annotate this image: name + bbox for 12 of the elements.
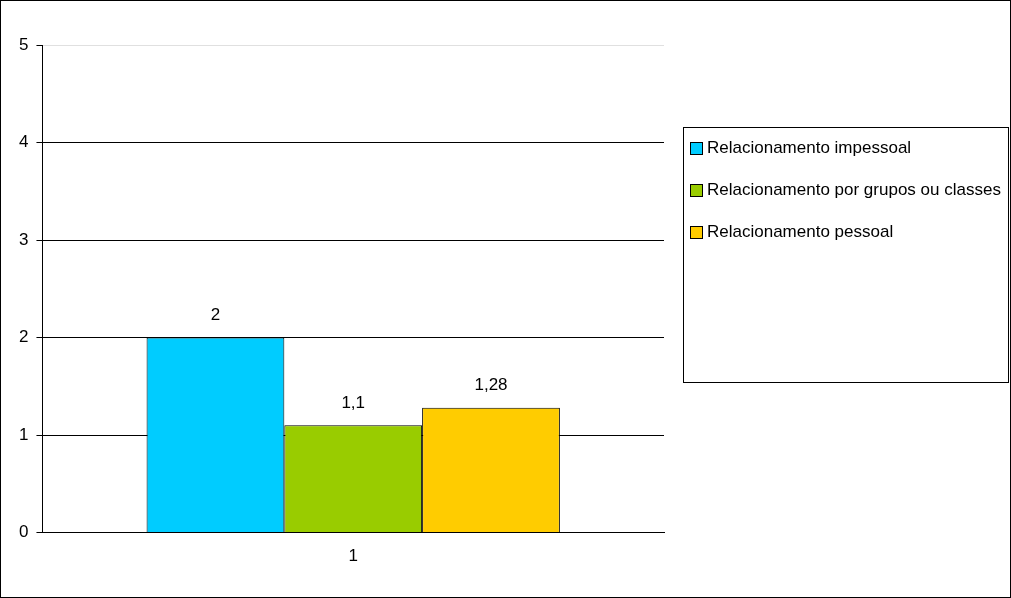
y-tick-label: 3 bbox=[18, 229, 29, 249]
data-label: 1,1 bbox=[341, 392, 366, 412]
data-label: 1,28 bbox=[474, 374, 508, 394]
y-tick-label: 0 bbox=[18, 522, 29, 542]
y-tick-label: 2 bbox=[18, 327, 29, 347]
y-tick-label: 1 bbox=[18, 424, 29, 444]
legend-label: Relacionamento por grupos ou classes bbox=[707, 179, 1001, 201]
legend-label: Relacionamento impessoal bbox=[707, 137, 912, 159]
data-label: 2 bbox=[210, 304, 221, 324]
legend-label: Relacionamento pessoal bbox=[707, 221, 894, 243]
y-tick-label: 5 bbox=[18, 34, 29, 54]
y-tick-label: 4 bbox=[18, 132, 29, 152]
